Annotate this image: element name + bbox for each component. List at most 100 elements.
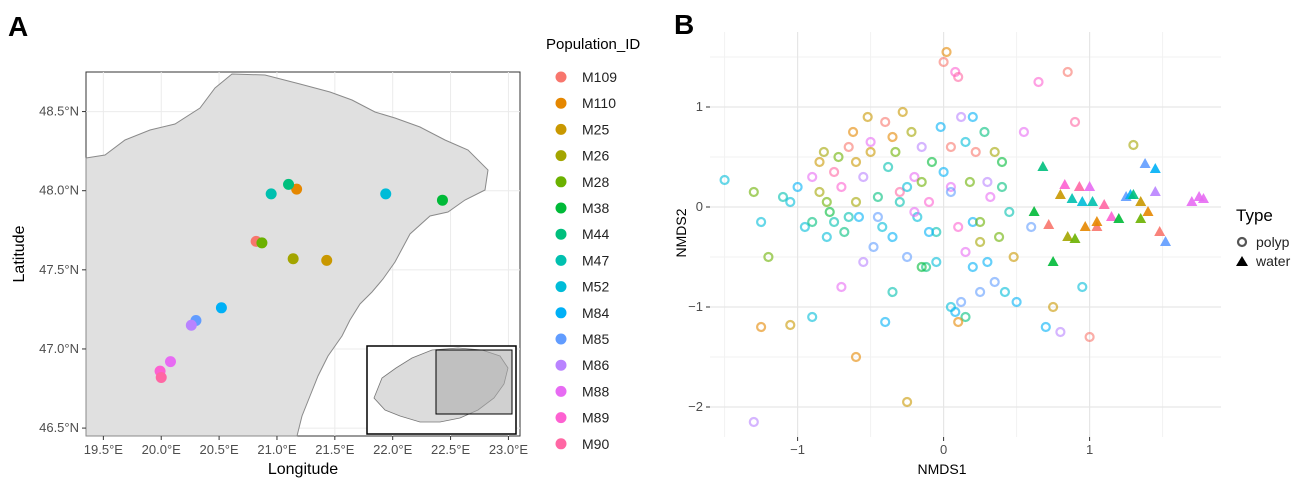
polyp-point [872, 191, 884, 203]
legend-population-label: M109 [582, 69, 617, 85]
polyp-point [818, 146, 829, 158]
panel-a-x-tick-label: 20.0°E [142, 442, 182, 457]
legend-population-label: M84 [582, 305, 609, 321]
polyp-point [974, 216, 986, 228]
polyp-point [938, 56, 949, 68]
legend-population-label: M44 [582, 226, 609, 242]
polyp-point [828, 166, 840, 178]
population-point-m38 [436, 194, 448, 206]
population-point-m52 [380, 188, 392, 200]
polyp-point [872, 211, 884, 223]
polyp-point [923, 196, 935, 208]
polyp-point [967, 111, 978, 123]
polyp-point [799, 221, 811, 233]
polyp-point [843, 141, 854, 153]
legend-population-swatch [555, 150, 567, 162]
legend-type-item-polyp: polyp [1236, 234, 1290, 250]
polyp-point [974, 236, 986, 248]
polyp-point [1011, 296, 1022, 308]
population-point-m44 [283, 178, 295, 190]
polyp-point [945, 181, 957, 193]
polyp-point [960, 136, 971, 148]
polyp-point [850, 156, 862, 168]
polyp-point [833, 151, 844, 163]
polyp-point [1008, 251, 1019, 263]
population-point-m86 [185, 319, 197, 331]
polyp-point [945, 141, 957, 153]
polyp-point [828, 216, 840, 228]
polyp-point [967, 261, 978, 273]
panel-a-x-tick-label: 22.5°E [431, 442, 471, 457]
polyp-point [906, 126, 917, 138]
water-point [1098, 199, 1110, 209]
panel-b-y-tick-label: −1 [688, 299, 703, 314]
polyp-point [763, 251, 774, 263]
legend-water-triangle-icon [1236, 256, 1248, 266]
polyp-point [945, 186, 957, 198]
water-point [1149, 186, 1161, 196]
legend-population-label: M86 [582, 357, 609, 373]
polyp-point [956, 296, 967, 308]
polyp-point [858, 256, 869, 268]
polyp-point [897, 106, 908, 118]
polyp-point [901, 251, 913, 263]
water-point [1073, 181, 1085, 191]
population-point-m28 [256, 237, 268, 249]
polyp-point [847, 126, 859, 138]
legend-population-title: Population_ID [546, 36, 640, 53]
polyp-point [887, 231, 898, 243]
water-point [1028, 206, 1040, 216]
water-point [1127, 189, 1139, 199]
legend-population-swatch [555, 254, 567, 266]
polyp-point [853, 211, 865, 223]
legend-population-label: M90 [582, 436, 609, 452]
water-point [1139, 158, 1151, 168]
population-point-m47 [265, 188, 277, 200]
polyp-point [909, 206, 920, 218]
legend-population-swatch [555, 333, 567, 345]
panel-b-x-tick-label: −1 [790, 442, 805, 457]
legend-polyp-ring-icon [1236, 236, 1248, 248]
legend-population-swatch [555, 71, 567, 83]
panel-a-x-tick-label: 19.5°E [84, 442, 124, 457]
legend-population-label: M52 [582, 279, 609, 295]
panel-a-y-tick-label: 46.5°N [39, 420, 79, 435]
polyp-point [989, 276, 1000, 288]
polyp-point [755, 321, 767, 333]
water-point [1037, 161, 1049, 171]
inset-highlight-box [435, 349, 513, 415]
polyp-point [916, 176, 927, 188]
polyp-point [953, 316, 964, 328]
region-outline [85, 73, 489, 437]
polyp-point [868, 241, 879, 253]
polyp-point [880, 116, 891, 128]
polyp-point [890, 146, 901, 158]
polyp-point [850, 196, 862, 208]
water-point [1135, 213, 1147, 223]
legend-population-swatch [555, 176, 567, 188]
water-point [1087, 196, 1099, 206]
polyp-point [931, 256, 942, 268]
panel-b-x-tick-label: 1 [1086, 442, 1093, 457]
polyp-point [901, 396, 913, 408]
polyp-point [953, 71, 964, 83]
water-point [1135, 196, 1147, 206]
panel-a-x-tick-label: 20.5°E [200, 442, 240, 457]
polyp-point [901, 181, 913, 193]
panel-a-label: A [8, 11, 28, 42]
panel-b-plot: −1 0 1 −2 −1 0 1 [688, 32, 1221, 457]
legend-polyp-label: polyp [1256, 234, 1290, 250]
polyp-point [792, 181, 803, 193]
water-point [1197, 193, 1209, 203]
water-point [1113, 213, 1125, 223]
polyp-point [880, 316, 891, 328]
panel-b-points [719, 46, 1209, 428]
panel-a-y-tick-label: 47.5°N [39, 262, 79, 277]
panel-b-x-ticks: −1 0 1 [790, 437, 1093, 457]
water-point [1043, 219, 1055, 229]
polyp-point [719, 174, 730, 186]
water-point [1066, 193, 1078, 203]
polyp-point [865, 136, 876, 148]
polyp-point [883, 161, 894, 173]
